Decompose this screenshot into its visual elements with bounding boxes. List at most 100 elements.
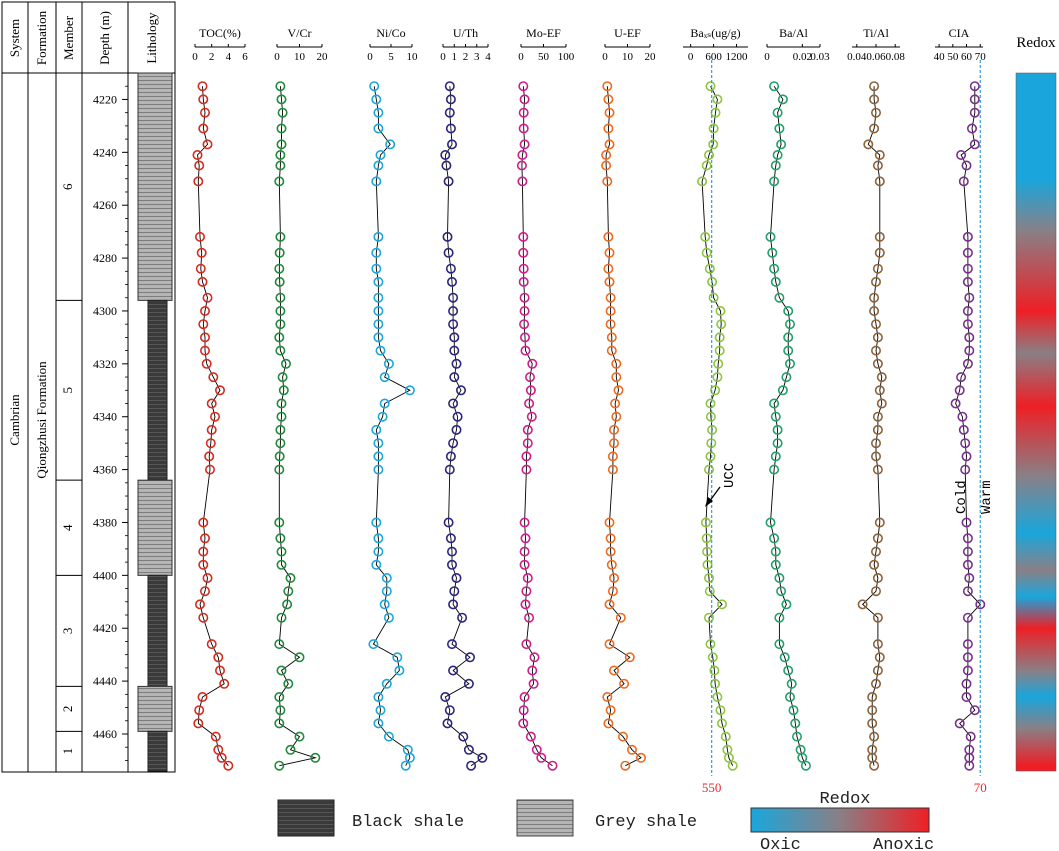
- panel-baxs-ug-g: Baₓₛ(ug/g) 0 600 1200: [683, 26, 748, 771]
- data-point-ti-al: [872, 263, 883, 274]
- data-point-ni-co: [373, 305, 384, 316]
- data-point-cia: [962, 533, 973, 544]
- data-point-baxs-ug-g: [704, 586, 715, 597]
- data-point-v-cr: [276, 665, 287, 676]
- data-point-ba-al: [767, 247, 778, 258]
- data-point-v-cr: [276, 546, 287, 557]
- depth-tick-label: 4460: [93, 727, 117, 741]
- data-point-u-ef: [626, 744, 637, 755]
- panel-mo-ef: Mo-EF0 50 100: [516, 26, 575, 771]
- data-point-ba-al: [790, 718, 801, 729]
- data-point-cia: [964, 345, 975, 356]
- data-point-mo-ef: [518, 718, 529, 729]
- data-point-cia: [962, 319, 973, 330]
- data-point-ni-co: [368, 639, 379, 650]
- data-point-baxs-ug-g: [712, 94, 723, 105]
- data-point-mo-ef: [519, 546, 530, 557]
- reference-annotation-ucc: UCC: [722, 463, 738, 488]
- data-point-ti-al: [867, 691, 878, 702]
- panel-tick-label: 0: [518, 51, 524, 63]
- data-point-toc: [215, 385, 226, 396]
- cia-warm-label: Warm: [979, 480, 995, 514]
- panel-title-mo-ef: Mo-EF: [526, 26, 561, 40]
- data-point-u-ef: [602, 81, 613, 92]
- data-point-ti-al: [870, 678, 881, 689]
- data-point-ba-al: [783, 345, 794, 356]
- data-point-ni-co: [371, 247, 382, 258]
- data-point-toc: [205, 438, 216, 449]
- data-point-ba-al: [786, 678, 797, 689]
- data-point-v-cr: [276, 123, 287, 134]
- data-point-ni-co: [375, 705, 386, 716]
- panel-tick-label: 3: [474, 51, 480, 63]
- data-point-u-th: [443, 517, 454, 528]
- data-point-baxs-ug-g: [708, 292, 719, 303]
- data-point-cia: [969, 107, 980, 118]
- data-point-u-th: [443, 247, 454, 258]
- depth-tick-label: 4220: [93, 92, 117, 106]
- data-point-toc: [208, 372, 219, 383]
- data-point-mo-ef: [521, 464, 532, 475]
- data-point-u-th: [448, 319, 459, 330]
- data-point-ti-al: [872, 411, 883, 422]
- data-point-mo-ef: [519, 691, 530, 702]
- data-point-ba-al: [783, 665, 794, 676]
- panel-ni-co: Ni/Co0 5 10: [367, 26, 418, 771]
- data-point-ni-co: [404, 385, 415, 396]
- legend-grey-shale-swatch: [516, 799, 574, 837]
- data-point-toc: [223, 760, 234, 771]
- member-label: 3: [60, 628, 75, 635]
- panel-title-toc: TOC(%): [199, 26, 241, 40]
- data-point-ba-al: [765, 517, 776, 528]
- data-point-u-ef: [604, 599, 615, 610]
- lithology-black-shale: [147, 574, 168, 687]
- data-point-baxs-ug-g: [703, 572, 714, 583]
- data-point-toc: [202, 292, 213, 303]
- data-point-mo-ef: [519, 305, 530, 316]
- data-point-mo-ef: [518, 247, 529, 258]
- data-point-cia: [969, 94, 980, 105]
- data-point-ba-al: [765, 231, 776, 242]
- data-point-mo-ef: [518, 81, 529, 92]
- panel-tick-label: 0.04: [847, 51, 867, 63]
- data-point-cia: [962, 639, 973, 650]
- data-point-mo-ef: [524, 612, 535, 623]
- data-point-toc: [198, 546, 209, 557]
- data-point-ni-co: [371, 94, 382, 105]
- data-point-mo-ef: [520, 533, 531, 544]
- data-point-ba-al: [791, 731, 802, 742]
- data-point-baxs-ug-g: [714, 332, 725, 343]
- data-point-baxs-ug-g: [703, 150, 714, 161]
- data-point-u-th: [451, 572, 462, 583]
- data-point-cia: [961, 691, 972, 702]
- data-point-cia: [969, 139, 980, 150]
- cia-cold-label: Cold: [954, 480, 970, 514]
- data-point-mo-ef: [518, 107, 529, 118]
- data-point-baxs-ug-g: [720, 731, 731, 742]
- data-point-baxs-ug-g: [707, 652, 718, 663]
- data-point-ni-co: [373, 451, 384, 462]
- data-point-u-th: [477, 752, 488, 763]
- member-label: 6: [60, 183, 75, 190]
- legend-redox-title: Redox: [819, 790, 870, 809]
- data-point-toc: [206, 424, 217, 435]
- data-point-baxs-ug-g: [703, 612, 714, 623]
- legend-redox-gradient: [750, 807, 930, 833]
- data-point-toc: [206, 639, 217, 650]
- lithology-column: [137, 72, 173, 772]
- data-point-toc: [198, 517, 209, 528]
- data-point-v-cr: [274, 718, 285, 729]
- depth-tick-label: 4420: [93, 621, 117, 635]
- ucc-arrow-head: [705, 497, 713, 507]
- data-point-mo-ef: [516, 160, 527, 171]
- data-point-ba-al: [779, 652, 790, 663]
- data-point-v-cr: [276, 94, 287, 105]
- panel-tick-label: 20: [317, 51, 329, 63]
- data-point-ni-co: [381, 586, 392, 597]
- data-point-baxs-ug-g: [712, 691, 723, 702]
- data-point-toc: [200, 107, 211, 118]
- data-point-ni-co: [373, 533, 384, 544]
- data-point-u-th: [451, 358, 462, 369]
- data-point-ni-co: [404, 752, 415, 763]
- data-point-mo-ef: [525, 385, 536, 396]
